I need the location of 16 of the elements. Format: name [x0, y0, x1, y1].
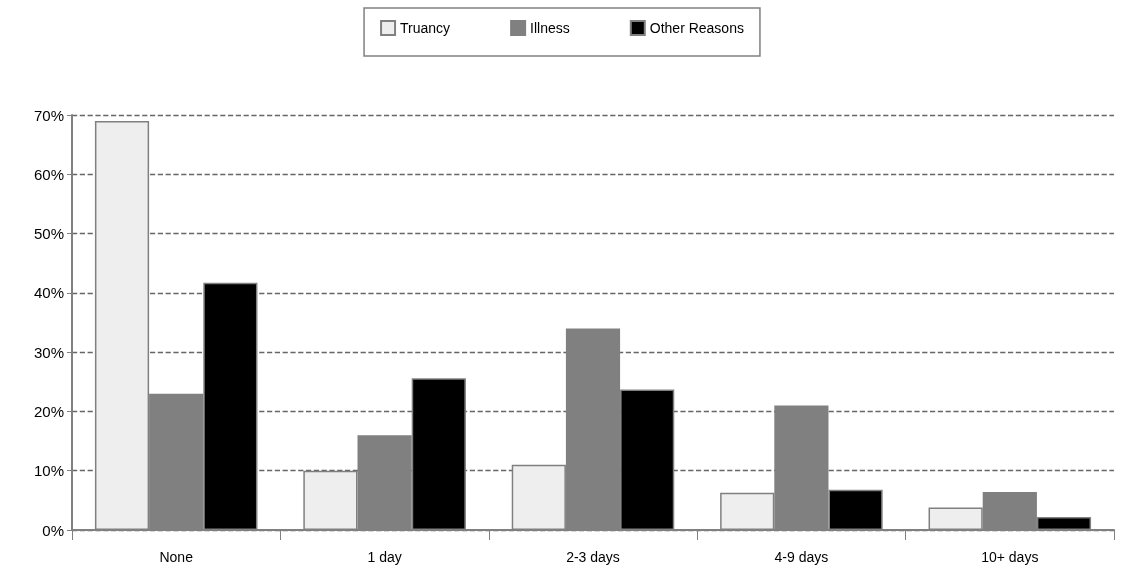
y-tick-label: 10% [33, 462, 64, 480]
x-tick-label: 1 day [367, 549, 402, 565]
legend-label: Illness [530, 20, 570, 36]
x-tick-label: 10+ days [981, 549, 1039, 565]
y-tick-label: 50% [33, 225, 64, 243]
y-tick-label: 70% [33, 106, 64, 124]
x-tick-label: None [159, 549, 194, 565]
y-tick-label: 0% [42, 521, 64, 539]
legend-label: Other Reasons [649, 20, 744, 36]
y-tick-label: 30% [33, 343, 64, 361]
y-tick-label: 20% [33, 402, 64, 420]
x-tick-label: 4-9 days [774, 549, 829, 565]
legend-label: Truancy [400, 20, 451, 36]
x-tick-label: 2-3 days [566, 549, 620, 565]
y-tick-label: 60% [33, 165, 64, 183]
y-tick-label: 40% [33, 284, 64, 302]
